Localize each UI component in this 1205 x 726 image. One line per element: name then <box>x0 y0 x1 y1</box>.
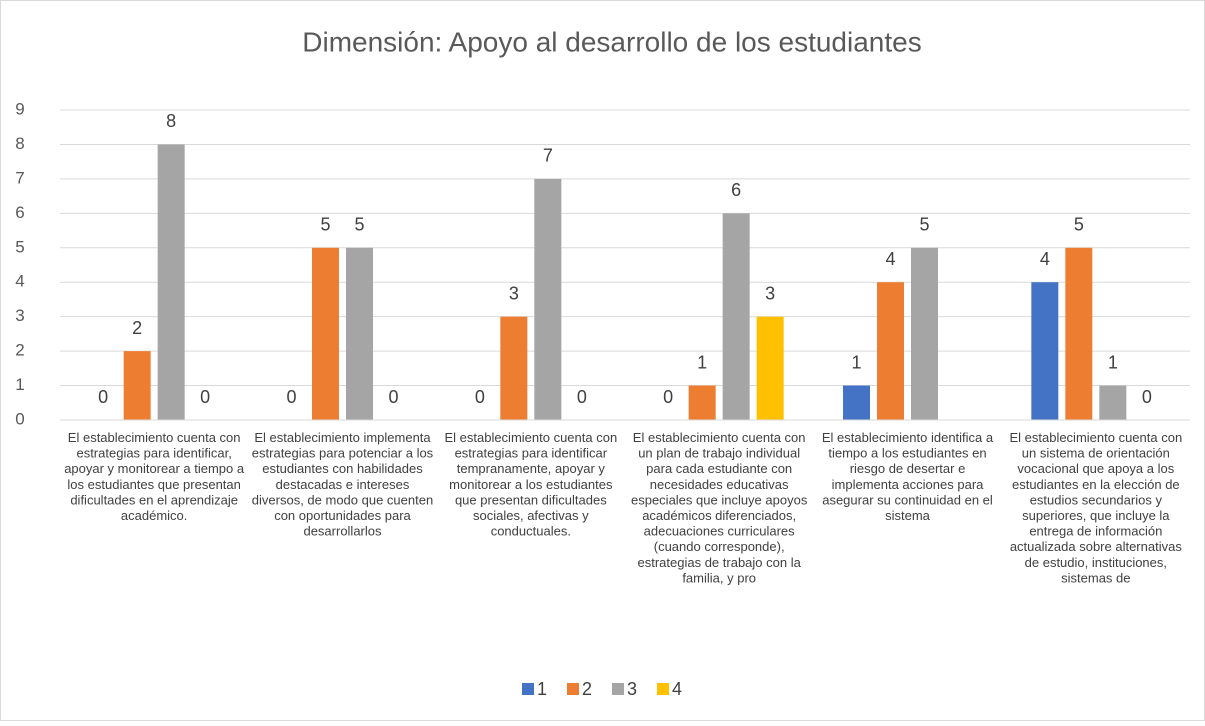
bar <box>157 144 185 420</box>
y-tick-label: 2 <box>15 341 24 360</box>
data-label: 0 <box>98 387 108 407</box>
data-label: 5 <box>354 215 364 235</box>
y-tick-label: 8 <box>15 134 24 153</box>
data-label: 0 <box>200 387 210 407</box>
y-tick-label: 0 <box>15 409 24 428</box>
legend-label: 2 <box>582 679 592 699</box>
data-label: 4 <box>1040 249 1050 269</box>
legend-swatch <box>522 683 534 695</box>
legend-label: 3 <box>627 679 637 699</box>
y-tick-label: 5 <box>15 237 24 256</box>
data-label: 5 <box>1074 215 1084 235</box>
legend-swatch <box>567 683 579 695</box>
data-label: 0 <box>475 387 485 407</box>
chart-title: Dimensión: Apoyo al desarrollo de los es… <box>302 26 921 57</box>
data-label: 7 <box>543 146 553 166</box>
bar <box>123 351 151 420</box>
bar <box>534 178 562 420</box>
data-label: 1 <box>851 352 861 372</box>
bar <box>756 316 784 420</box>
x-tick-label: El establecimiento implementa estrategias… <box>252 430 434 539</box>
data-label: 0 <box>286 387 296 407</box>
data-label: 5 <box>320 215 330 235</box>
x-tick-label: El establecimiento cuenta con estrategias… <box>64 430 245 523</box>
data-label: 3 <box>765 283 775 303</box>
bar <box>500 316 528 420</box>
legend-label: 4 <box>672 679 682 699</box>
y-tick-label: 4 <box>15 272 24 291</box>
bar <box>1099 385 1127 420</box>
y-tick-label: 9 <box>15 99 24 118</box>
legend-swatch <box>657 683 669 695</box>
legend-label: 1 <box>537 679 547 699</box>
x-tick-label: El establecimiento cuenta con un plan de … <box>631 430 808 585</box>
data-label: 1 <box>697 352 707 372</box>
data-label: 2 <box>132 318 142 338</box>
bar <box>843 385 870 420</box>
bar <box>911 247 938 420</box>
y-tick-label: 3 <box>15 306 24 325</box>
legend-swatch <box>612 683 624 695</box>
bar <box>312 247 339 420</box>
data-label: 4 <box>885 249 895 269</box>
bar <box>346 247 373 420</box>
bar <box>688 385 716 420</box>
x-tick-label: El establecimiento identifica a tiempo a … <box>822 430 994 523</box>
bar <box>1031 282 1059 420</box>
bar <box>722 213 750 420</box>
y-tick-label: 6 <box>15 203 24 222</box>
bar <box>1065 247 1093 420</box>
data-label: 0 <box>1142 387 1152 407</box>
data-label: 0 <box>388 387 398 407</box>
x-tick-label: El establecimiento cuenta con estrategias… <box>444 430 617 539</box>
data-label: 8 <box>166 111 176 131</box>
data-label: 0 <box>577 387 587 407</box>
data-label: 0 <box>663 387 673 407</box>
y-tick-label: 1 <box>15 375 24 394</box>
data-label: 5 <box>919 215 929 235</box>
x-tick-label: El establecimiento cuenta con un sistema … <box>1009 430 1182 585</box>
data-label: 3 <box>509 283 519 303</box>
bar <box>877 282 904 420</box>
data-label: 6 <box>731 180 741 200</box>
data-label: 1 <box>1108 352 1118 372</box>
y-tick-label: 7 <box>15 168 24 187</box>
